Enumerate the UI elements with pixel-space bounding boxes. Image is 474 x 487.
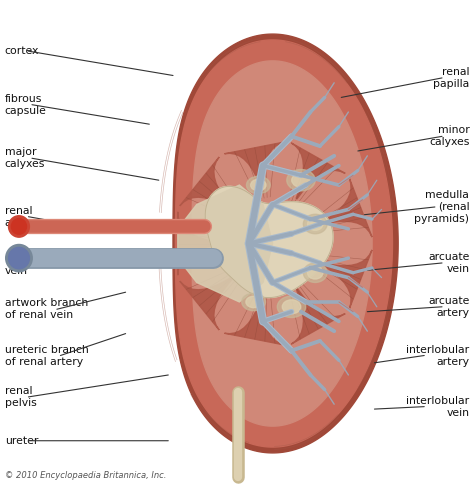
Text: interlobular
vein: interlobular vein xyxy=(406,395,469,418)
Text: artwork branch
of renal vein: artwork branch of renal vein xyxy=(5,298,88,320)
Text: renal
vein: renal vein xyxy=(5,254,32,277)
Text: renal
pelvis: renal pelvis xyxy=(5,386,36,408)
Text: renal
papilla: renal papilla xyxy=(433,67,469,89)
Text: medulla
(renal
pyramids): medulla (renal pyramids) xyxy=(414,190,469,224)
Polygon shape xyxy=(205,187,333,298)
Ellipse shape xyxy=(308,266,323,279)
Ellipse shape xyxy=(303,263,327,282)
Ellipse shape xyxy=(246,176,270,194)
Circle shape xyxy=(9,216,29,237)
Ellipse shape xyxy=(287,169,315,191)
Circle shape xyxy=(11,219,27,234)
Polygon shape xyxy=(291,143,345,199)
Ellipse shape xyxy=(242,293,265,311)
Polygon shape xyxy=(225,142,285,193)
Polygon shape xyxy=(319,178,372,237)
Text: arcuate
vein: arcuate vein xyxy=(428,252,469,274)
Ellipse shape xyxy=(246,296,261,308)
Polygon shape xyxy=(175,40,392,447)
Circle shape xyxy=(9,247,29,269)
Text: interlobular
artery: interlobular artery xyxy=(406,344,469,367)
Polygon shape xyxy=(319,250,372,309)
Ellipse shape xyxy=(251,179,266,191)
Circle shape xyxy=(6,244,32,272)
Polygon shape xyxy=(178,212,222,275)
Text: arcuate
artery: arcuate artery xyxy=(428,296,469,318)
Polygon shape xyxy=(173,34,398,453)
Text: minor
calyxes: minor calyxes xyxy=(429,125,469,148)
Text: cortex: cortex xyxy=(5,46,39,56)
Ellipse shape xyxy=(282,300,301,314)
Polygon shape xyxy=(180,276,234,330)
Ellipse shape xyxy=(303,214,327,234)
Polygon shape xyxy=(291,288,345,344)
Ellipse shape xyxy=(292,173,310,187)
Text: ureter: ureter xyxy=(5,436,38,446)
Text: renal
artery: renal artery xyxy=(5,206,38,228)
Text: © 2010 Encyclopaedia Britannica, Inc.: © 2010 Encyclopaedia Britannica, Inc. xyxy=(5,471,166,480)
Polygon shape xyxy=(180,157,234,211)
Text: ureteric branch
of renal artery: ureteric branch of renal artery xyxy=(5,344,89,367)
Polygon shape xyxy=(225,294,285,345)
Ellipse shape xyxy=(308,218,323,230)
Text: major
calyxes: major calyxes xyxy=(5,147,45,169)
Polygon shape xyxy=(178,185,273,302)
Polygon shape xyxy=(192,61,372,426)
Ellipse shape xyxy=(277,296,306,318)
Text: fibrous
capsule: fibrous capsule xyxy=(5,94,46,116)
